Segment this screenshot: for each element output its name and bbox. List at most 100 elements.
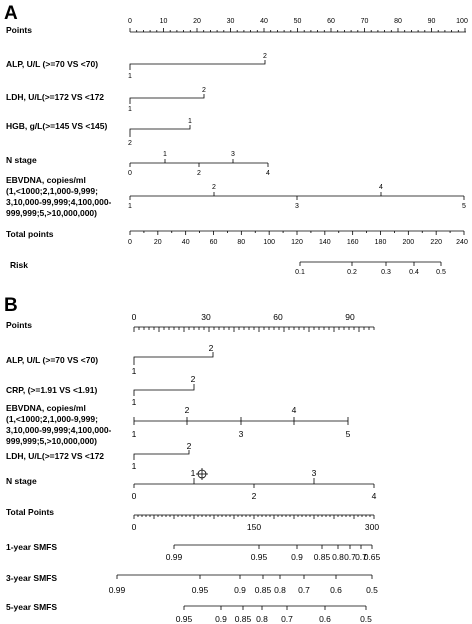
b-alp-tick: 2 [209, 343, 214, 353]
b-ldh-tick: 1 [132, 461, 137, 471]
b-crp-tick: 2 [191, 374, 196, 384]
b-smfs5-tick: 0.5 [360, 614, 372, 624]
a-points-tick: 50 [294, 18, 302, 25]
a-total-tick: 180 [375, 239, 387, 246]
a-ebv-tick: 5 [462, 203, 466, 210]
b-smfs3-tick: 0.9 [234, 585, 246, 595]
b-ebv-tick: 3 [239, 429, 244, 439]
a-hgb-tick: 1 [188, 118, 192, 125]
b-smfs1-tick: 0.8 [332, 552, 344, 562]
a-nstage-tick: 2 [197, 170, 201, 177]
b-smfs5-tick: 0.95 [176, 614, 193, 624]
a-ebv-tick: 3 [295, 203, 299, 210]
panel-a-letter: A [4, 3, 18, 24]
a-nstage-tick: 0 [128, 170, 132, 177]
a-total-label: Total points [6, 229, 54, 239]
a-points-tick: 20 [193, 18, 201, 25]
b-smfs1-tick: 0.95 [251, 552, 268, 562]
a-total-tick: 140 [319, 239, 331, 246]
a-nstage-tick: 3 [231, 151, 235, 158]
a-points-tick: 60 [327, 18, 335, 25]
b-smfs5-tick: 0.9 [215, 614, 227, 624]
b-ebv-label-line: EBVDNA, copies/ml [6, 403, 86, 413]
b-smfs3-tick: 0.5 [366, 585, 378, 595]
a-ebv-tick: 4 [379, 184, 383, 191]
a-total-tick: 60 [210, 239, 218, 246]
b-smfs1-tick: 0.7 [344, 552, 356, 562]
a-row-ldh: LDH, U/L(>=172 VS <172 2 1 [6, 87, 206, 113]
b-smfs3-tick: 0.95 [192, 585, 209, 595]
b-points-tick: 0 [132, 312, 137, 322]
b-smfs1-tick: 0.65 [364, 552, 381, 562]
a-nstage-label: N stage [6, 155, 37, 165]
a-ldh-tick: 1 [128, 106, 132, 113]
a-risk-tick: 0.2 [347, 269, 357, 276]
b-smfs1-tick: 0.9 [291, 552, 303, 562]
b-row-ebvdna: EBVDNA, copies/ml (1,<1000;2,1,000-9,999… [6, 403, 351, 446]
a-total-tick: 100 [263, 239, 275, 246]
b-nstage-tick: 3 [312, 468, 317, 478]
a-total-tick: 20 [154, 239, 162, 246]
a-ebv-tick: 2 [212, 184, 216, 191]
b-smfs3-tick: 0.6 [330, 585, 342, 595]
a-hgb-tick: 2 [128, 140, 132, 147]
b-points-tick: 60 [273, 312, 283, 322]
a-ebv-label-line: (1,<1000;2,1,000-9,999; [6, 186, 98, 196]
b-row-5year-smfs: 5-year SMFS 0.95 0.9 0.85 0.8 0.7 0.6 0.… [6, 602, 372, 624]
b-smfs5-tick: 0.85 [235, 614, 252, 624]
a-row-points: Points 0 10 20 30 40 50 60 70 80 90 100 [6, 18, 468, 35]
a-total-tick: 80 [237, 239, 245, 246]
a-ebv-label-line: EBVDNA, copies/ml [6, 175, 86, 185]
b-alp-tick: 1 [132, 366, 137, 376]
b-smfs3-tick: 0.99 [109, 585, 126, 595]
b-smfs5-tick: 0.7 [281, 614, 293, 624]
b-smfs3-label: 3-year SMFS [6, 573, 57, 583]
b-row-3year-smfs: 3-year SMFS 0.99 0.95 0.9 0.85 0.8 0.7 0… [6, 573, 378, 595]
a-alp-tick: 2 [263, 53, 267, 60]
panel-a: A Points 0 10 20 30 40 50 60 70 80 90 10… [4, 3, 468, 276]
a-points-label: Points [6, 25, 32, 35]
a-alp-label: ALP, U/L (>=70 VS <70) [6, 59, 98, 69]
b-smfs5-label: 5-year SMFS [6, 602, 57, 612]
b-ebv-tick: 5 [346, 429, 351, 439]
a-points-tick: 30 [227, 18, 235, 25]
b-points-label: Points [6, 320, 32, 330]
a-risk-tick: 0.4 [409, 269, 419, 276]
a-points-tick: 40 [260, 18, 268, 25]
crosshair-marker-icon [196, 468, 208, 480]
a-nstage-tick: 1 [163, 151, 167, 158]
b-smfs1-tick: 0.7 [355, 552, 367, 562]
b-ldh-tick: 2 [187, 441, 192, 451]
a-points-tick: 80 [394, 18, 402, 25]
a-ebv-label-line: 3,10,000-99,999;4,100,000- [6, 197, 112, 207]
a-total-tick: 160 [347, 239, 359, 246]
b-smfs1-label: 1-year SMFS [6, 542, 57, 552]
a-row-nstage: N stage 1 3 0 2 4 [6, 151, 270, 177]
a-row-risk: Risk 0.1 0.2 0.3 0.4 0.5 [10, 260, 446, 276]
b-row-points: Points 0 30 60 90 [6, 312, 375, 332]
a-points-tick: 0 [128, 18, 132, 25]
a-points-tick: 100 [456, 18, 468, 25]
a-risk-tick: 0.1 [295, 269, 305, 276]
panel-b: B Points 0 30 60 90 ALP, U/L (>=70 VS <7… [4, 295, 381, 624]
b-nstage-tick: 2 [252, 491, 257, 501]
a-risk-label: Risk [10, 260, 28, 270]
b-row-alp: ALP, U/L (>=70 VS <70) 2 1 [6, 343, 214, 376]
b-ebv-label-line: 999,999;5,>10,000,000) [6, 436, 97, 446]
b-ebv-tick: 1 [132, 429, 137, 439]
a-hgb-label: HGB, g/L(>=145 VS <145) [6, 121, 108, 131]
b-crp-tick: 1 [132, 397, 137, 407]
a-row-total-points: Total points 0 20 40 60 80 100 120 140 1… [6, 229, 468, 246]
a-row-hgb: HGB, g/L(>=145 VS <145) 1 2 [6, 118, 192, 147]
b-ebv-label-line: (1,<1000;2,1,000-9,999; [6, 414, 98, 424]
b-row-nstage: N stage 1 3 0 2 4 [6, 468, 377, 501]
b-total-label: Total Points [6, 507, 54, 517]
b-nstage-tick: 4 [372, 491, 377, 501]
b-nstage-label: N stage [6, 476, 37, 486]
b-smfs3-tick: 0.7 [298, 585, 310, 595]
b-points-tick: 90 [345, 312, 355, 322]
b-smfs1-tick: 0.85 [314, 552, 331, 562]
b-smfs3-tick: 0.8 [274, 585, 286, 595]
a-alp-tick: 1 [128, 73, 132, 80]
a-total-tick: 120 [291, 239, 303, 246]
